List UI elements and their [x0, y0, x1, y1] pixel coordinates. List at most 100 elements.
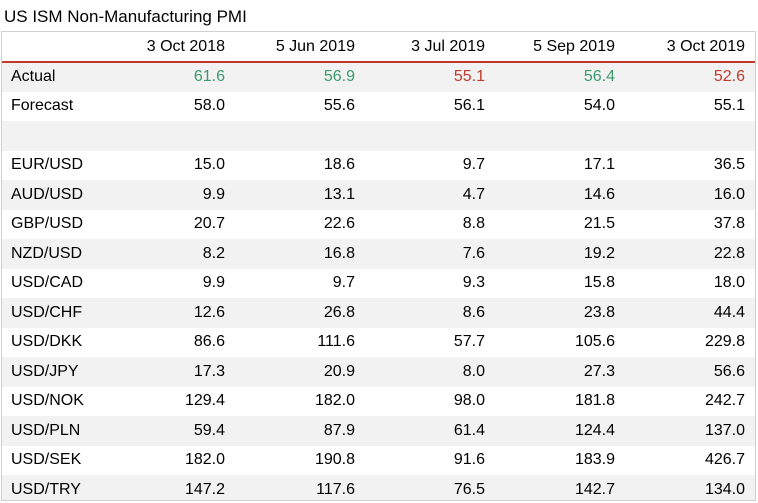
pip-move-value: 426.7: [704, 451, 745, 469]
table-row: USD/SEK 182.0 190.8 91.6 183.9 426.7: [2, 446, 755, 476]
row-label: USD/PLN: [11, 421, 81, 439]
pip-move-value: 229.8: [704, 333, 745, 351]
table-row: EUR/USD 15.0 18.6 9.7 17.1 36.5: [2, 151, 755, 181]
pip-move-value: 111.6: [317, 333, 355, 351]
pip-move-value: 124.4: [574, 421, 615, 439]
pmi-reaction-table: 3 Oct 2018 5 Jun 2019 3 Jul 2019 5 Sep 2…: [2, 32, 755, 500]
spacer-row: [2, 121, 755, 151]
pip-move-value: 59.4: [193, 421, 225, 439]
pip-move-value: 9.7: [332, 274, 355, 292]
column-header: 5 Sep 2019: [533, 37, 615, 55]
table-row: USD/JPY 17.3 20.9 8.0 27.3 56.6: [2, 357, 755, 387]
pip-move-value: 17.3: [193, 362, 225, 380]
forecast-value: 55.1: [713, 97, 745, 115]
actual-value: 56.4: [583, 68, 615, 86]
actual-value: 52.6: [713, 68, 745, 86]
pip-move-value: 9.9: [202, 274, 225, 292]
pip-move-value: 129.4: [184, 392, 225, 410]
pip-move-value: 182.0: [184, 451, 225, 469]
table-row: GBP/USD 20.7 22.6 8.8 21.5 37.8: [2, 210, 755, 240]
pip-move-value: 8.2: [202, 244, 225, 262]
pip-move-value: 105.6: [574, 333, 615, 351]
pip-move-value: 7.6: [462, 244, 485, 262]
pip-move-value: 56.6: [713, 362, 745, 380]
pip-move-value: 134.0: [704, 480, 745, 498]
table-row: USD/NOK 129.4 182.0 98.0 181.8 242.7: [2, 387, 755, 417]
pip-move-value: 44.4: [713, 303, 745, 321]
pip-move-value: 17.1: [583, 156, 615, 174]
row-label: AUD/USD: [11, 185, 84, 203]
column-header: 5 Jun 2019: [275, 37, 355, 55]
row-label: USD/CHF: [11, 303, 83, 321]
row-label: USD/SEK: [11, 451, 82, 469]
table-row: USD/TRY 147.2 117.6 76.5 142.7 134.0: [2, 475, 755, 500]
pip-move-value: 36.5: [713, 156, 745, 174]
pip-move-value: 37.8: [713, 215, 745, 233]
row-label: GBP/USD: [11, 215, 84, 233]
table-title: US ISM Non-Manufacturing PMI: [4, 7, 247, 26]
pip-move-value: 8.6: [462, 303, 485, 321]
pip-move-value: 22.6: [323, 215, 355, 233]
pip-move-value: 76.5: [453, 480, 485, 498]
forecast-value: 56.1: [453, 97, 485, 115]
pip-move-value: 9.7: [462, 156, 485, 174]
pip-move-value: 23.8: [583, 303, 615, 321]
pip-move-value: 8.8: [462, 215, 485, 233]
actual-value: 61.6: [193, 68, 225, 86]
forecast-value: 55.6: [323, 97, 355, 115]
pip-move-value: 57.7: [453, 333, 485, 351]
table-row: USD/CHF 12.6 26.8 8.6 23.8 44.4: [2, 298, 755, 328]
pip-move-value: 20.9: [323, 362, 355, 380]
row-label: Actual: [11, 68, 56, 86]
table-row: USD/PLN 59.4 87.9 61.4 124.4 137.0: [2, 416, 755, 446]
pip-move-value: 181.8: [574, 392, 615, 410]
pip-move-value: 242.7: [704, 392, 745, 410]
pip-move-value: 13.1: [323, 185, 355, 203]
pip-move-value: 26.8: [323, 303, 355, 321]
pip-move-value: 91.6: [453, 451, 485, 469]
row-label: USD/JPY: [11, 362, 79, 380]
pip-move-value: 98.0: [453, 392, 485, 410]
column-header: 3 Oct 2018: [146, 37, 225, 55]
pip-move-value: 27.3: [583, 362, 615, 380]
actual-value: 55.1: [453, 68, 485, 86]
pip-move-value: 16.0: [713, 185, 745, 203]
row-label: USD/CAD: [11, 274, 84, 292]
pip-move-value: 9.9: [202, 185, 225, 203]
pip-move-value: 15.0: [193, 156, 225, 174]
row-label: EUR/USD: [11, 156, 84, 174]
pip-move-value: 147.2: [184, 480, 225, 498]
pip-move-value: 16.8: [323, 244, 355, 262]
forecast-row: Forecast 58.0 55.6 56.1 54.0 55.1: [2, 92, 755, 122]
pip-move-value: 21.5: [583, 215, 615, 233]
data-table-frame: 3 Oct 2018 5 Jun 2019 3 Jul 2019 5 Sep 2…: [1, 31, 756, 501]
pip-move-value: 183.9: [574, 451, 615, 469]
column-header: 3 Oct 2019: [666, 37, 745, 55]
forecast-value: 58.0: [193, 97, 225, 115]
pip-move-value: 8.0: [462, 362, 485, 380]
row-label: NZD/USD: [11, 244, 83, 262]
pip-move-value: 190.8: [314, 451, 355, 469]
header-row: 3 Oct 2018 5 Jun 2019 3 Jul 2019 5 Sep 2…: [2, 32, 755, 62]
pip-move-value: 61.4: [453, 421, 485, 439]
table-row: AUD/USD 9.9 13.1 4.7 14.6 16.0: [2, 180, 755, 210]
table-row: USD/DKK 86.6 111.6 57.7 105.6 229.8: [2, 328, 755, 358]
pip-move-value: 14.6: [583, 185, 615, 203]
header-corner-cell: [2, 32, 105, 62]
pip-move-value: 19.2: [583, 244, 615, 262]
row-label: USD/TRY: [11, 480, 81, 498]
pip-move-value: 87.9: [323, 421, 355, 439]
pip-move-value: 4.7: [462, 185, 485, 203]
pip-move-value: 12.6: [193, 303, 225, 321]
pip-move-value: 9.3: [462, 274, 485, 292]
pip-move-value: 117.6: [316, 480, 355, 498]
pip-move-value: 18.6: [323, 156, 355, 174]
pip-move-value: 86.6: [193, 333, 225, 351]
pip-move-value: 142.7: [574, 480, 615, 498]
table-row: NZD/USD 8.2 16.8 7.6 19.2 22.8: [2, 239, 755, 269]
row-label: USD/NOK: [11, 392, 84, 410]
pip-move-value: 18.0: [713, 274, 745, 292]
row-label: USD/DKK: [11, 333, 83, 351]
pip-move-value: 182.0: [314, 392, 355, 410]
actual-row: Actual 61.6 56.9 55.1 56.4 52.6: [2, 62, 755, 92]
